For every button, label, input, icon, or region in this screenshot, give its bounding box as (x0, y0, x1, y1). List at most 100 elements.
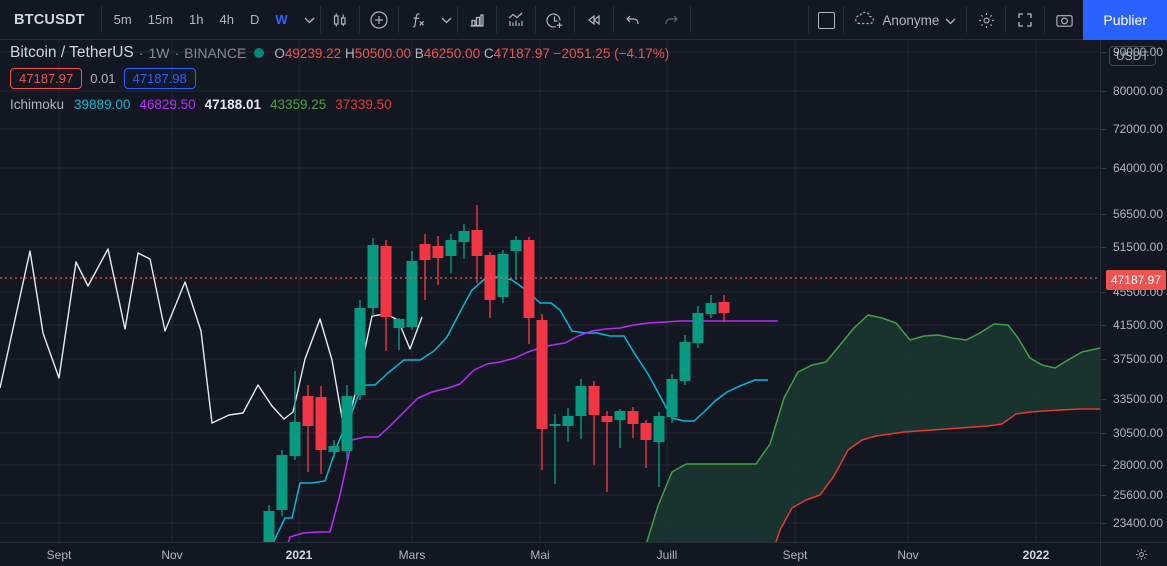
legend-interval[interactable]: 1W (148, 45, 170, 61)
indicator-value-2: 47188.01 (204, 97, 261, 112)
fx-indicator-icon[interactable] (399, 0, 437, 40)
candle-body (510, 240, 522, 251)
undo-icon[interactable] (614, 0, 652, 40)
resolution-4h[interactable]: 4h (219, 11, 234, 27)
candle-body (380, 246, 392, 317)
bid-price[interactable]: 47187.97 (10, 68, 83, 89)
candle-body (679, 342, 691, 381)
add-indicator-icon[interactable] (360, 0, 398, 40)
time-label: Mars (398, 548, 426, 562)
user-menu-button[interactable]: Anonyme (844, 0, 966, 40)
candle-body (666, 379, 678, 417)
price-tick (1101, 359, 1106, 360)
publish-button[interactable]: Publier (1083, 0, 1167, 40)
price-axis[interactable]: USDT 90000.00 80000.00 72000.00 64000.00 565… (1100, 40, 1167, 542)
time-label: Nov (897, 548, 919, 562)
candle-body (523, 240, 535, 318)
legend-quote-row: 47187.97 0.01 47187.98 (10, 68, 669, 89)
alarm-add-icon[interactable] (536, 0, 574, 40)
candle-body (549, 424, 561, 426)
resolution-W[interactable]: W (275, 11, 288, 27)
candle-body (328, 446, 340, 452)
candle-body (640, 423, 652, 440)
time-label: 2021 (285, 548, 313, 562)
spread-value: 0.01 (90, 71, 116, 86)
price-tick (1101, 91, 1106, 92)
instrument-name[interactable]: Bitcoin / TetherUS (10, 44, 134, 61)
time-label: Sept (782, 548, 808, 562)
resolution-5m[interactable]: 5m (113, 11, 132, 27)
resolution-dropdown-icon[interactable] (300, 0, 320, 40)
replay-icon[interactable] (575, 0, 613, 40)
indicator-value-4: 37339.50 (335, 97, 392, 112)
toolbar-divider (843, 6, 845, 33)
price-label: 41500.00 (1112, 318, 1163, 332)
layout-square-shape (817, 11, 835, 29)
candle-body (562, 416, 574, 426)
anonymous-cloud-icon (854, 11, 876, 29)
currency-badge[interactable]: USDT (1109, 46, 1156, 66)
bar-chart-icon[interactable] (458, 0, 496, 40)
resolution-1h[interactable]: 1h (189, 11, 204, 27)
market-status-dot (254, 48, 265, 58)
kijun-sen (287, 320, 778, 542)
fullscreen-icon[interactable] (1006, 0, 1044, 40)
toolbar-divider (966, 6, 968, 33)
axis-divider (1100, 543, 1101, 566)
candle-body (497, 254, 509, 297)
candle-body (705, 303, 717, 314)
toolbar-divider (1005, 6, 1007, 33)
indicator-legend-row[interactable]: Ichimoku 39889.00 46829.50 47188.01 43359.2… (10, 97, 669, 112)
toolbar-divider (573, 6, 575, 33)
candle-body (367, 245, 379, 308)
time-label: Juill (656, 548, 678, 562)
camera-icon[interactable] (1045, 0, 1083, 40)
ohlc-value-b: 46250.00 (423, 45, 484, 61)
toolbar-divider (534, 6, 536, 33)
ohlc-value-h: 50500.00 (354, 45, 415, 61)
toolbar-divider (358, 6, 360, 33)
legend-sep-1: · (138, 45, 144, 61)
candle-body (471, 230, 483, 256)
legend-exchange[interactable]: BINANCE (184, 45, 247, 61)
ohlc-value-o: 49239.22 (284, 45, 345, 61)
time-axis[interactable]: Sept Nov 2021 Mars Mai Juill Sept Nov 2022 (0, 542, 1167, 566)
indicator-value-3: 43359.25 (269, 97, 327, 112)
candle-body (627, 411, 639, 424)
chart-settings-gear-icon[interactable] (1134, 547, 1149, 566)
toolbar-divider (495, 6, 497, 33)
ask-price[interactable]: 47187.98 (123, 68, 196, 89)
symbol-search-button[interactable]: BTCUSDT (0, 0, 101, 39)
candlestick-chart-type-icon[interactable] (321, 0, 359, 40)
layout-square-icon[interactable] (809, 0, 843, 40)
line-indicator-icon[interactable] (497, 0, 535, 40)
resolution-15m[interactable]: 15m (147, 11, 174, 27)
price-label: 64000.00 (1112, 161, 1163, 175)
candle-body (432, 246, 444, 258)
ohlc-value-c: 47187.97 (493, 45, 554, 61)
chart-canvas[interactable] (0, 40, 1100, 542)
symbol-label: BTCUSDT (14, 11, 85, 28)
indicator-value-0: 39889.00 (74, 97, 131, 112)
candle-body (406, 261, 418, 327)
price-label: 72000.00 (1112, 122, 1163, 136)
price-tick (1101, 214, 1106, 215)
current-price-label[interactable]: 47187.97 (1105, 270, 1166, 290)
price-label: 90000.00 (1112, 45, 1163, 59)
candle-body (653, 416, 665, 442)
toolbar-divider (808, 6, 810, 33)
resolution-D[interactable]: D (249, 11, 260, 27)
candle-body (614, 411, 626, 420)
toolbar-divider (397, 6, 399, 33)
gear-icon[interactable] (967, 0, 1005, 40)
price-label: 28000.00 (1112, 458, 1163, 472)
redo-icon[interactable] (652, 0, 690, 40)
price-tick (1101, 399, 1106, 400)
toolbar-divider (612, 6, 614, 33)
candle-body (575, 386, 587, 416)
price-tick (1101, 292, 1106, 293)
price-label: 25600.00 (1112, 488, 1163, 502)
candle-body (354, 308, 366, 395)
fx-dropdown-icon[interactable] (437, 0, 457, 40)
publish-label: Publier (1103, 12, 1147, 28)
